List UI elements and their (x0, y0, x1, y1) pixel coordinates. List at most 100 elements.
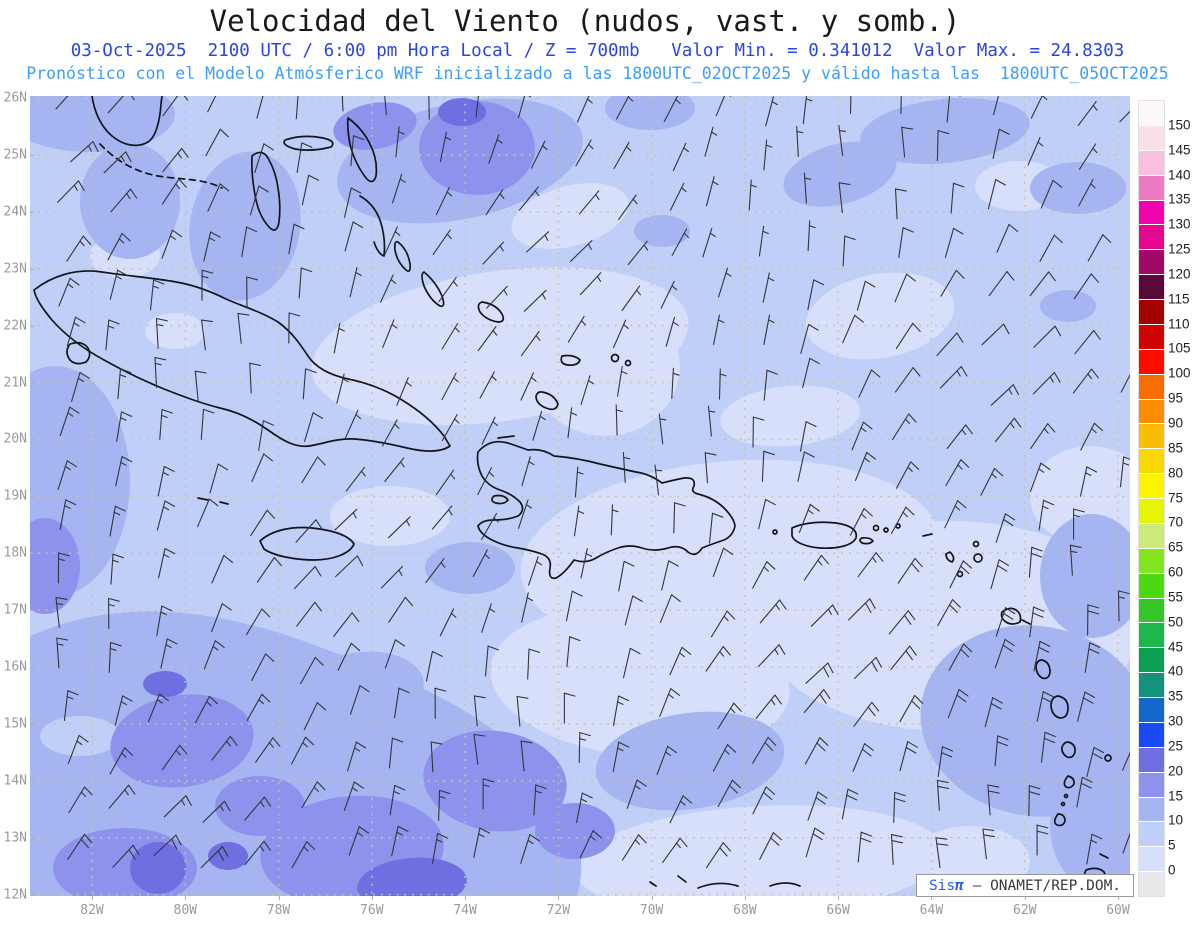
colorbar-segment (1139, 299, 1164, 324)
coast-florida-keys (99, 143, 223, 189)
wind-barb (774, 694, 782, 705)
lon-tick (838, 896, 840, 900)
wind-barb (223, 554, 234, 563)
wind-barb (863, 508, 873, 517)
wind-barb (733, 702, 742, 712)
lon-label: 66W (826, 903, 850, 918)
wind-barb (856, 280, 866, 311)
wind-barb (1038, 468, 1045, 473)
wind-barb (110, 553, 114, 585)
colorbar-segment (1139, 597, 1164, 623)
wind-barb (704, 452, 717, 456)
wind-barb (565, 590, 573, 622)
lat-label: 16N (3, 659, 27, 675)
wind-barb (1028, 785, 1041, 790)
wind-barb (171, 838, 178, 850)
wind-barb (503, 289, 508, 296)
lat-tick (30, 723, 34, 725)
wind-barb (1028, 546, 1033, 578)
wind-barb (404, 596, 414, 607)
wind-barb (251, 453, 265, 483)
coast-turks (610, 353, 620, 363)
wind-barb (1041, 697, 1053, 704)
wind-barb (940, 269, 957, 297)
wind-barb (108, 319, 120, 325)
coast-gonave (491, 494, 509, 505)
colorbar-segment (1139, 572, 1164, 598)
lat-label: 24N (3, 204, 27, 220)
wind-barb (810, 604, 834, 627)
wind-barb (1047, 423, 1056, 433)
wind-barb (671, 285, 678, 291)
wind-barb (302, 368, 307, 400)
wind-barb (526, 597, 534, 602)
wind-barb (208, 695, 219, 705)
wind-barb (533, 784, 537, 816)
wind-barb (587, 380, 595, 385)
wind-barb (110, 188, 132, 213)
wind-barb (1086, 833, 1093, 865)
wind-barb (525, 504, 532, 509)
wind-barb (960, 365, 968, 377)
wind-barb (473, 695, 486, 699)
wind-barb (1028, 791, 1041, 796)
colorbar-segment (1139, 101, 1164, 125)
wind-barb (316, 702, 327, 711)
lon-tick (1117, 896, 1119, 900)
wind-barb (291, 736, 307, 765)
wind-barb (571, 590, 583, 597)
wind-barb (994, 638, 1006, 669)
wind-barb (1122, 462, 1130, 466)
wind-barb (1039, 640, 1051, 647)
wind-barb (534, 190, 540, 197)
wind-barb (990, 559, 1000, 590)
wind-barb (950, 182, 955, 214)
wind-barb (759, 832, 774, 860)
wind-barb (905, 746, 917, 754)
coast-caicos (624, 359, 632, 367)
model-init-line: Pronóstico con el Modelo Atmósferico WRF… (26, 64, 1169, 83)
wind-barb (623, 324, 629, 329)
wind-barb (237, 312, 250, 316)
wind-barb (617, 701, 624, 705)
wind-barb (936, 779, 940, 811)
wind-barb (820, 554, 830, 565)
wind-barb (1043, 737, 1056, 744)
wind-barb (728, 784, 739, 794)
wind-barb (804, 177, 812, 180)
wind-barb (166, 638, 178, 645)
wind-barb (272, 737, 281, 747)
wind-barb (342, 378, 349, 383)
wind-barb (400, 461, 405, 468)
wind-barb (450, 612, 457, 618)
wind-barb (352, 135, 365, 141)
wind-barb (291, 841, 308, 869)
wind-barb (807, 791, 819, 821)
wind-barb (201, 319, 214, 323)
wind-barb (181, 799, 186, 806)
wind-barb (66, 460, 78, 468)
coast-dominica (1035, 659, 1051, 680)
wind-barb (160, 638, 168, 669)
wind-barb (798, 503, 811, 533)
wind-barb (120, 701, 127, 706)
wind-barb (351, 612, 360, 623)
wind-barb (473, 733, 486, 737)
wind-barb (862, 421, 873, 430)
wind-barb (566, 636, 571, 668)
wind-barb (894, 273, 908, 303)
wind-barb (948, 604, 958, 614)
wind-barb (863, 457, 870, 463)
wind-barb (960, 459, 970, 468)
wind-barb (626, 779, 638, 809)
wind-barb (627, 96, 634, 102)
wind-barb (632, 595, 643, 602)
wind-barb (579, 830, 594, 859)
wind-barb (473, 827, 481, 859)
wind-barb (425, 650, 433, 682)
wind-barb (679, 800, 686, 806)
wind-barb (341, 96, 344, 112)
wind-barb (935, 837, 941, 869)
wind-barb (201, 275, 209, 279)
wind-barb (398, 687, 410, 694)
